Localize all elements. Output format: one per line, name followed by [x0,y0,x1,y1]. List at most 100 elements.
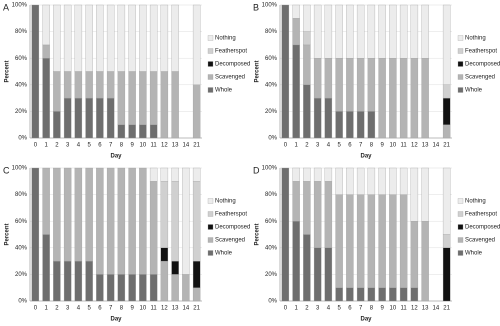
bar-segment [117,124,126,139]
legend-swatch [207,211,214,217]
bar-segment [171,4,179,72]
x-tick-label: 0 [284,143,288,149]
y-tick-label: 100% [262,3,278,9]
bar-segment [42,167,50,235]
bar-segment [410,58,419,139]
bar-segment [63,260,72,302]
bar-segment [160,181,169,248]
bar-segment [303,234,311,302]
bar-segment [324,247,333,302]
bar-segment [281,167,290,302]
bar-segment [149,274,158,302]
bar-segment [399,4,408,59]
bar-segment [324,58,333,99]
legend-label: Featherspot [215,212,247,218]
x-tick-label: 13 [172,306,179,312]
y-tick-label: 60% [15,56,28,62]
y-tick-label: 20% [15,109,28,115]
bar-segment [442,167,451,235]
bar-segment [31,4,40,139]
x-tick-label: 1 [294,306,298,312]
bar-segment [85,71,93,99]
legend-swatch [457,48,464,54]
bar-segment [346,111,354,139]
bar-segment [96,71,104,99]
bar-segment [63,167,72,262]
bar-segment [292,4,300,19]
bar-segment [139,124,147,139]
x-tick-label: 6 [98,306,102,312]
legend-swatch [457,198,464,204]
x-axis-title: Day [110,317,122,323]
y-tick-label: 100% [12,166,28,172]
legend-label: Featherspot [465,212,497,218]
x-tick-label: 21 [443,306,450,312]
x-tick-label: 1 [44,143,48,149]
x-tick-label: 0 [284,306,288,312]
x-axis-title: Day [360,317,372,323]
bar-segment [367,111,376,139]
x-tick-label: 6 [348,306,352,312]
bar-segment [399,167,408,195]
x-tick-label: 14 [183,306,190,312]
x-axis-title: Day [110,154,122,160]
y-axis-title: Percent [255,60,261,82]
bar-segment [106,4,115,72]
legend-label: Decomposed [465,225,500,231]
bar-segment [389,167,397,195]
bar-segment [442,97,451,125]
bar-segment [149,124,158,139]
bar-segment [106,97,115,139]
legend-swatch [207,237,214,243]
legend-label: Nothing [215,199,236,205]
legend-label: Scavenged [215,75,245,81]
bar-segment [106,167,115,275]
bar-segment [335,58,343,112]
bar-segment [356,194,365,288]
bar-segment [303,84,311,139]
y-tick-label: 40% [15,82,28,88]
y-tick-label: 80% [15,192,28,198]
bar-segment [74,71,83,99]
bar-segment [74,4,83,72]
legend-label: Scavenged [215,238,245,244]
bar-segment [378,287,386,302]
bar-segment [192,287,201,302]
bar-segment [139,71,147,125]
y-tick-label: 0% [268,136,277,142]
bar-segment [192,260,201,288]
bar-segment [117,71,126,125]
bar-segment [128,274,136,302]
bar-segment [335,4,343,59]
y-tick-label: 20% [15,272,28,278]
x-tick-label: 12 [411,306,418,312]
bar-segment [281,4,290,139]
x-tick-label: 12 [161,143,168,149]
bar-segment [313,167,322,182]
y-tick-label: 60% [265,56,278,62]
bar-segment [182,274,190,302]
x-tick-label: 0 [34,143,38,149]
bar-segment [74,260,83,302]
bar-segment [139,4,147,72]
bar-segment [171,167,179,182]
panel-title: C [3,165,10,175]
bar-segment [356,287,365,302]
x-tick-label: 10 [140,306,147,312]
bar-segment [182,167,190,275]
x-tick-label: 7 [109,143,113,149]
x-tick-label: 21 [443,143,450,149]
y-tick-label: 40% [15,245,28,251]
legend-swatch [207,61,214,67]
x-tick-label: 21 [193,143,200,149]
x-tick-label: 12 [161,306,168,312]
x-tick-label: 13 [172,143,179,149]
bar-segment [303,4,311,32]
bar-segment [63,71,72,99]
y-tick-label: 20% [265,272,278,278]
bar-segment [367,167,376,195]
x-tick-label: 1 [44,306,48,312]
bar-segment [303,31,311,46]
bar-segment [149,167,158,182]
x-tick-label: 7 [109,306,113,312]
